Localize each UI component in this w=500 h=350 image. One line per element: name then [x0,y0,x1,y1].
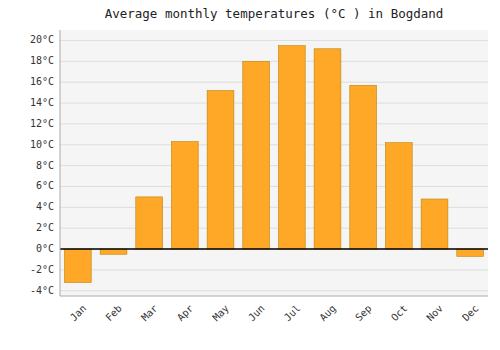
x-tick-label: Mar [139,303,160,324]
bar [207,91,234,250]
grid-line [60,290,488,291]
y-tick-label: 0°C [36,243,54,254]
x-axis-line [60,296,488,297]
x-tick-label: May [210,303,231,324]
grid-line [60,249,488,250]
x-tick-label: Sep [353,303,374,324]
y-axis: -4°C -2°C 0°C 2°C 4°C 6°C 8°C 10°C 12°C 14°C 16°C 1… [30,34,54,295]
y-tick-label: 12°C [30,118,54,129]
y-tick-label: 2°C [36,222,54,233]
y-tick-label: 14°C [30,97,54,108]
y-tick-label: 4°C [36,201,54,212]
bar [421,199,448,249]
grid-line [60,269,488,270]
bar [64,249,91,282]
bar [350,85,377,249]
bar [100,249,127,254]
grid-line [60,144,488,145]
y-axis-line [60,30,61,296]
bar [314,49,341,249]
bar [171,142,198,249]
grid-line [60,165,488,166]
y-tick-label: 6°C [36,180,54,191]
plot-area [60,30,488,296]
x-tick-label: Oct [389,303,410,324]
bars [64,46,483,283]
x-tick-label: Nov [424,303,445,324]
x-tick-label: Jan [68,303,89,324]
zero-line [60,248,488,250]
bar [278,46,305,249]
bar [243,61,270,249]
y-tick-label: 10°C [30,139,54,150]
y-tick-label: 8°C [36,160,54,171]
y-tick-label: 20°C [30,34,54,45]
x-tick-label: Aug [317,303,338,324]
x-tick-label: Feb [103,303,124,324]
x-tick-label: Apr [175,303,196,324]
grid-line [60,186,488,187]
bar [457,249,484,256]
grid-line [60,61,488,62]
y-tick-label: 18°C [30,55,54,66]
y-tick-label: -2°C [30,264,54,275]
grid-line [60,103,488,104]
chart: -4°C -2°C 0°C 2°C 4°C 6°C 8°C 10°C 12°C 14°C 16°C 1… [0,0,500,350]
grid-line [60,82,488,83]
x-tick-label: Dec [460,303,481,324]
y-tick-label: -4°C [30,285,54,296]
bar [136,197,163,249]
grid-line [60,40,488,41]
y-tick-label: 16°C [30,76,54,87]
x-tick-label: Jun [246,303,267,324]
bar [385,143,412,249]
title: Average monthly temperatures (°C ) in Bo… [105,6,444,21]
x-axis: Jan Feb Mar Apr May Jun Jul Aug Sep Oct Nov Dec [68,303,481,324]
x-tick-label: Jul [282,303,303,324]
grid-line [60,123,488,124]
grid [60,40,488,290]
